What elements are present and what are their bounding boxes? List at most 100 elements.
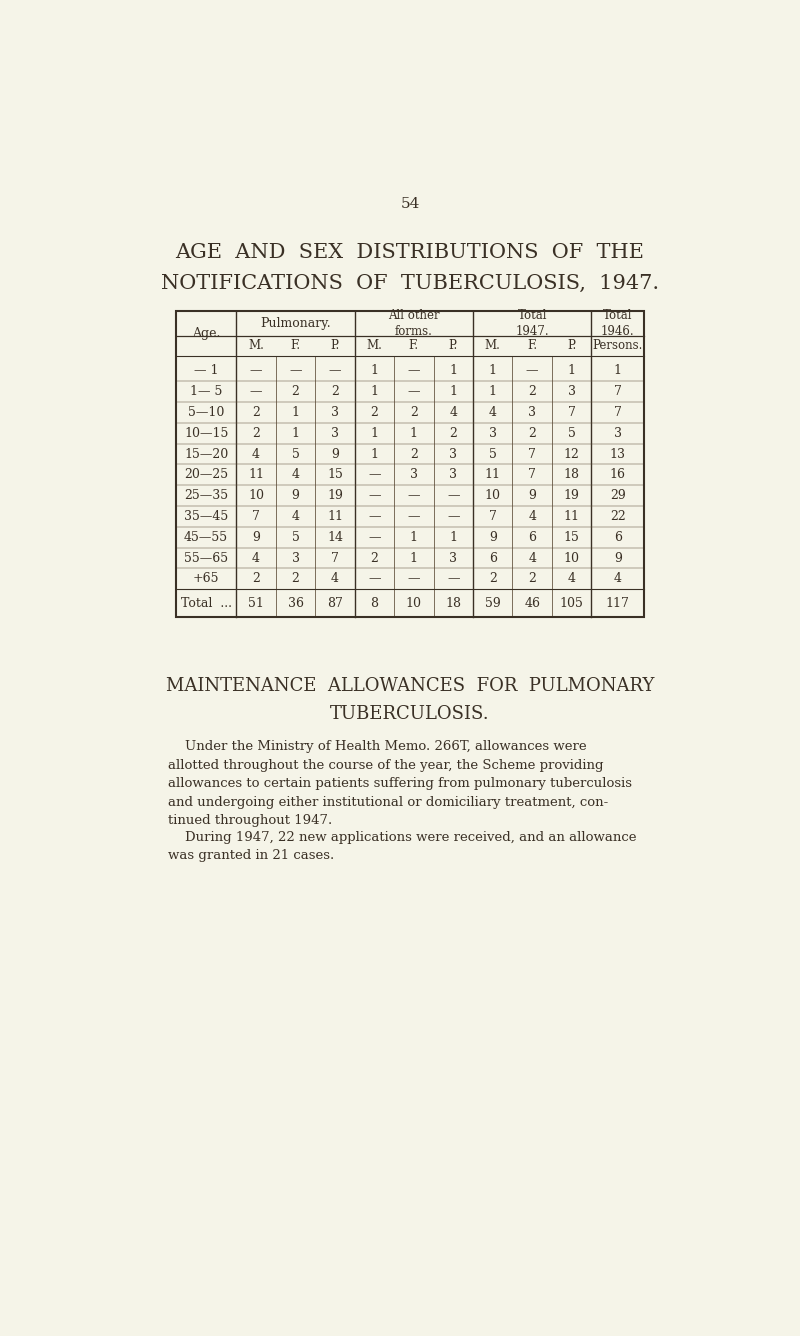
Text: 5: 5 xyxy=(489,448,497,461)
Text: 4: 4 xyxy=(528,552,536,565)
Text: All other
forms.: All other forms. xyxy=(388,310,440,338)
Text: 2: 2 xyxy=(528,385,536,398)
Text: 1— 5: 1— 5 xyxy=(190,385,222,398)
Text: 7: 7 xyxy=(614,406,622,420)
Text: 14: 14 xyxy=(327,530,343,544)
Text: Age.: Age. xyxy=(192,327,220,341)
Text: 4: 4 xyxy=(614,572,622,585)
Text: 9: 9 xyxy=(614,552,622,565)
Text: 7: 7 xyxy=(568,406,575,420)
Text: NOTIFICATIONS  OF  TUBERCULOSIS,  1947.: NOTIFICATIONS OF TUBERCULOSIS, 1947. xyxy=(161,274,659,294)
Text: 22: 22 xyxy=(610,510,626,522)
Text: 3: 3 xyxy=(410,469,418,481)
Text: Pulmonary.: Pulmonary. xyxy=(260,317,331,330)
Text: 10: 10 xyxy=(406,597,422,609)
Text: 2: 2 xyxy=(331,385,339,398)
Text: 10: 10 xyxy=(485,489,501,502)
Text: —: — xyxy=(447,510,459,522)
Text: 1: 1 xyxy=(568,365,576,377)
Text: 51: 51 xyxy=(248,597,264,609)
Text: P.: P. xyxy=(449,339,458,353)
Text: 1: 1 xyxy=(370,448,378,461)
Text: 1: 1 xyxy=(450,530,458,544)
Text: M.: M. xyxy=(248,339,264,353)
Text: M.: M. xyxy=(366,339,382,353)
Text: 6: 6 xyxy=(489,552,497,565)
Text: 7: 7 xyxy=(528,448,536,461)
Text: 5: 5 xyxy=(292,448,299,461)
Text: 1: 1 xyxy=(410,426,418,440)
Text: —: — xyxy=(368,469,381,481)
Text: —: — xyxy=(526,365,538,377)
Text: 1: 1 xyxy=(410,530,418,544)
Text: —: — xyxy=(447,572,459,585)
Text: 55—65: 55—65 xyxy=(184,552,228,565)
Text: —: — xyxy=(368,572,381,585)
Text: 10: 10 xyxy=(564,552,580,565)
Text: 2: 2 xyxy=(252,406,260,420)
Text: 29: 29 xyxy=(610,489,626,502)
Text: 19: 19 xyxy=(327,489,343,502)
Text: —: — xyxy=(250,365,262,377)
Text: 7: 7 xyxy=(252,510,260,522)
Text: 15: 15 xyxy=(564,530,579,544)
Text: Under the Ministry of Health Memo. 266T, allowances were
allotted throughout the: Under the Ministry of Health Memo. 266T,… xyxy=(168,740,632,827)
Text: 3: 3 xyxy=(450,469,458,481)
Text: — 1: — 1 xyxy=(194,365,218,377)
Text: 9: 9 xyxy=(489,530,497,544)
Text: —: — xyxy=(408,510,420,522)
Text: 1: 1 xyxy=(291,426,299,440)
Text: 8: 8 xyxy=(370,597,378,609)
Text: Persons.: Persons. xyxy=(593,339,643,353)
Text: Total  ...: Total ... xyxy=(181,597,232,609)
Text: 3: 3 xyxy=(568,385,576,398)
Text: 5: 5 xyxy=(292,530,299,544)
Text: 6: 6 xyxy=(528,530,536,544)
Text: 4: 4 xyxy=(568,572,576,585)
Text: 1: 1 xyxy=(450,385,458,398)
Text: 2: 2 xyxy=(252,572,260,585)
Text: TUBERCULOSIS.: TUBERCULOSIS. xyxy=(330,704,490,723)
Text: 3: 3 xyxy=(614,426,622,440)
Text: 2: 2 xyxy=(528,426,536,440)
Text: 36: 36 xyxy=(287,597,303,609)
Text: 117: 117 xyxy=(606,597,630,609)
Text: 3: 3 xyxy=(450,448,458,461)
Text: 2: 2 xyxy=(410,448,418,461)
Text: —: — xyxy=(290,365,302,377)
Text: 1: 1 xyxy=(370,426,378,440)
Text: 4: 4 xyxy=(331,572,339,585)
Text: —: — xyxy=(368,489,381,502)
Text: 6: 6 xyxy=(614,530,622,544)
Text: AGE  AND  SEX  DISTRIBUTIONS  OF  THE: AGE AND SEX DISTRIBUTIONS OF THE xyxy=(175,243,645,262)
Text: 1: 1 xyxy=(450,365,458,377)
Text: 3: 3 xyxy=(450,552,458,565)
Text: 10—15: 10—15 xyxy=(184,426,228,440)
Text: Total
1946.: Total 1946. xyxy=(601,310,634,338)
Text: 7: 7 xyxy=(331,552,339,565)
Text: 12: 12 xyxy=(564,448,579,461)
Text: 45—55: 45—55 xyxy=(184,530,228,544)
Text: 87: 87 xyxy=(327,597,343,609)
Text: 3: 3 xyxy=(528,406,536,420)
Text: 9: 9 xyxy=(292,489,299,502)
Text: 1: 1 xyxy=(291,406,299,420)
Text: 3: 3 xyxy=(489,426,497,440)
Text: 4: 4 xyxy=(252,552,260,565)
Text: 10: 10 xyxy=(248,489,264,502)
Text: 2: 2 xyxy=(489,572,497,585)
Text: 1: 1 xyxy=(370,385,378,398)
Text: —: — xyxy=(408,385,420,398)
Text: P.: P. xyxy=(567,339,576,353)
Text: 7: 7 xyxy=(489,510,497,522)
Text: 1: 1 xyxy=(410,552,418,565)
Text: 11: 11 xyxy=(327,510,343,522)
Text: 11: 11 xyxy=(564,510,580,522)
Text: 2: 2 xyxy=(292,385,299,398)
Text: 25—35: 25—35 xyxy=(184,489,228,502)
Text: 35—45: 35—45 xyxy=(184,510,228,522)
Text: —: — xyxy=(368,530,381,544)
Text: 3: 3 xyxy=(331,406,339,420)
Text: 4: 4 xyxy=(291,469,299,481)
Text: 13: 13 xyxy=(610,448,626,461)
